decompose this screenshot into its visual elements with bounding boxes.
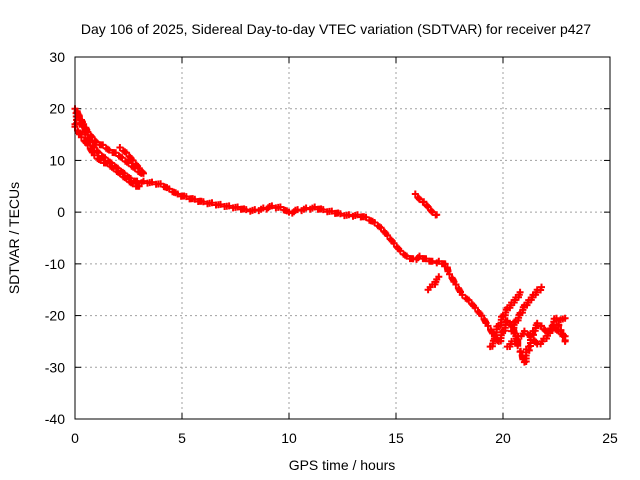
x-tick-label: 5 — [178, 430, 186, 446]
series-early-branch-lower — [71, 123, 143, 190]
x-tick-label: 15 — [388, 430, 404, 446]
series-short-branch-2h — [116, 144, 147, 177]
data-point — [345, 211, 353, 219]
data-point — [225, 202, 233, 210]
x-tick-label: 25 — [602, 430, 618, 446]
data-point — [428, 257, 436, 265]
data-point — [538, 283, 545, 291]
y-tick-label: 10 — [49, 152, 65, 168]
data-point — [140, 177, 147, 185]
data-point — [80, 120, 88, 128]
y-tick-label: -10 — [45, 256, 65, 272]
y-tick-label: -20 — [45, 308, 65, 324]
data-point — [84, 141, 92, 149]
y-tick-label: 30 — [49, 49, 65, 65]
data-point — [302, 204, 310, 212]
data-point — [435, 273, 443, 281]
data-point — [336, 210, 344, 218]
data-point — [553, 317, 560, 325]
data-point — [199, 198, 207, 206]
data-point — [135, 182, 143, 190]
data-point — [129, 156, 137, 164]
data-point — [441, 260, 449, 268]
data-point — [446, 270, 453, 278]
data-point — [148, 178, 156, 186]
data-point — [514, 342, 522, 350]
data-point — [217, 200, 224, 208]
data-point — [319, 206, 327, 214]
x-tick-label: 10 — [281, 430, 297, 446]
series-late-branch-d — [553, 317, 569, 345]
series-isolated-16h — [411, 190, 441, 219]
data-point — [478, 312, 486, 320]
data-point — [268, 202, 276, 210]
data-point — [559, 332, 567, 340]
data-point — [516, 288, 524, 296]
data-point — [484, 322, 492, 330]
y-axis-label: SDTVAR / TECUs — [6, 182, 22, 294]
y-tick-label: -40 — [45, 411, 65, 427]
y-tick-label: 0 — [57, 204, 65, 220]
data-point — [452, 281, 460, 288]
plot-frame — [74, 56, 611, 420]
chart-title: Day 106 of 2025, Sidereal Day-to-day VTE… — [81, 21, 591, 37]
x-axis-label: GPS time / hours — [289, 457, 396, 473]
series-isolated-16.5h — [424, 273, 443, 294]
grid — [75, 57, 610, 419]
series-late-branch-b — [508, 283, 545, 335]
data-point — [516, 348, 524, 356]
y-tick-label: 20 — [49, 101, 65, 117]
x-tick-label: 0 — [71, 430, 79, 446]
data-point — [471, 304, 479, 312]
x-tick-label: 20 — [495, 430, 511, 446]
data-point — [383, 231, 391, 239]
axis-tick-labels: 0 5 10 15 20 25 30 20 10 0 -10 -20 -30 -40 — [45, 49, 618, 446]
series-late-branch-a — [486, 288, 524, 351]
data-points — [71, 105, 569, 366]
axis-ticks — [74, 56, 611, 420]
y-tick-label: -30 — [45, 359, 65, 375]
data-point — [433, 211, 441, 219]
data-point — [208, 199, 216, 207]
data-point — [561, 337, 569, 345]
data-point — [242, 206, 250, 214]
data-point — [555, 322, 563, 330]
data-point — [561, 314, 569, 322]
data-point — [557, 327, 565, 335]
data-point — [140, 169, 147, 177]
